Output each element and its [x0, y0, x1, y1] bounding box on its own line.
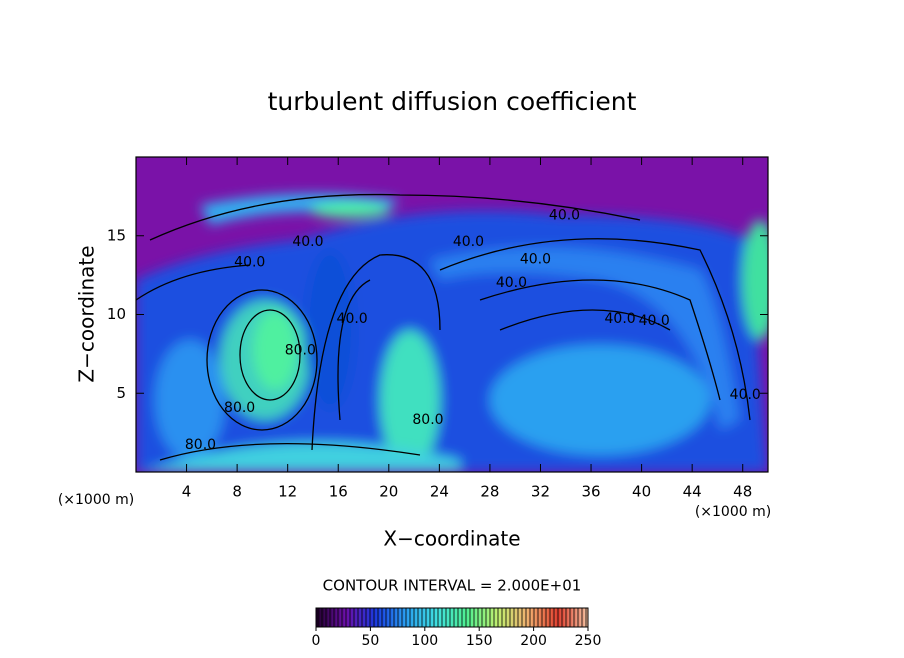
- contour-interval: CONTOUR INTERVAL = 2.000E+01: [323, 577, 582, 595]
- contour-label: 80.0: [185, 437, 216, 453]
- x-tick-label: 28: [480, 483, 499, 501]
- contour-label: 40.0: [730, 387, 761, 403]
- chart-title: turbulent diffusion coefficient: [268, 87, 637, 116]
- y-tick-label: 15: [107, 226, 126, 244]
- x-tick-label: 40: [632, 483, 651, 501]
- x-tick-label: 48: [733, 483, 752, 501]
- x-tick-label: 4: [182, 483, 192, 501]
- contour-label: 40.0: [292, 234, 323, 250]
- x-unit-right: (×1000 m): [695, 504, 771, 520]
- x-tick-label: 12: [278, 483, 297, 501]
- colorbar-tick-label: 50: [361, 633, 379, 649]
- colorbar-tick-label: 0: [312, 633, 321, 649]
- x-tick-label: 32: [531, 483, 550, 501]
- y-axis-label: Z−coordinate: [75, 245, 99, 382]
- colorbar-tick-label: 250: [575, 633, 602, 649]
- contour-label: 80.0: [285, 343, 316, 359]
- contour-label: 40.0: [337, 311, 368, 327]
- field: [136, 157, 768, 472]
- y-tick-label: 10: [107, 305, 126, 323]
- contour-label: 40.0: [453, 234, 484, 250]
- contour-label: 80.0: [412, 412, 443, 428]
- x-tick-label: 36: [581, 483, 600, 501]
- contour-label: 40.0: [639, 313, 670, 329]
- x-tick-label: 20: [379, 483, 398, 501]
- colorbar-frame: [315, 607, 589, 628]
- x-axis-label: X−coordinate: [383, 527, 520, 551]
- colorbar-tick-label: 200: [520, 633, 547, 649]
- contour-label: 40.0: [496, 275, 527, 291]
- x-unit: (×1000 m): [58, 492, 134, 508]
- x-tick-label: 44: [683, 483, 702, 501]
- contour-label: 80.0: [224, 400, 255, 416]
- contour-label: 40.0: [234, 255, 265, 271]
- y-tick-label: 5: [116, 384, 126, 402]
- x-tick-label: 16: [329, 483, 348, 501]
- x-tick-label: 24: [430, 483, 449, 501]
- x-tick-label: 8: [232, 483, 242, 501]
- contour-label: 40.0: [520, 251, 551, 267]
- colorbar-tick-label: 100: [411, 633, 438, 649]
- contour-label: 40.0: [549, 207, 580, 223]
- contour-label: 40.0: [605, 311, 636, 327]
- colorbar-tick-label: 150: [466, 633, 493, 649]
